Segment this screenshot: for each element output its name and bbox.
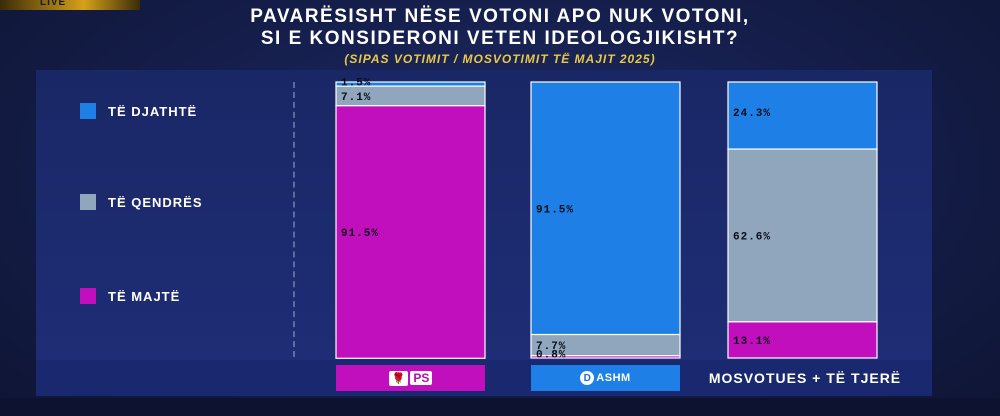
category-other-label: MOSVOTUES + TË TJERË — [709, 370, 901, 386]
category-ps: 🌹 PS — [336, 365, 485, 391]
category-ps-label: PS — [410, 371, 432, 385]
category-pd: D ASHM — [531, 365, 680, 391]
rose-icon: 🌹 — [389, 371, 409, 386]
bar-label-center-3: 62.6% — [733, 231, 771, 243]
bar-label-center-1: 7.1% — [341, 92, 371, 104]
pd-logo-icon: D — [580, 371, 594, 385]
category-other: MOSVOTUES + TË TJERË — [700, 365, 910, 391]
bar-label-left-1: 91.5% — [341, 228, 379, 240]
bottom-strip — [0, 398, 1000, 416]
category-pd-label: ASHM — [596, 372, 630, 384]
bar-label-right-3: 24.3% — [733, 108, 771, 120]
bar-label-right-2: 91.5% — [536, 204, 574, 216]
bar-label-left-3: 13.1% — [733, 336, 771, 348]
